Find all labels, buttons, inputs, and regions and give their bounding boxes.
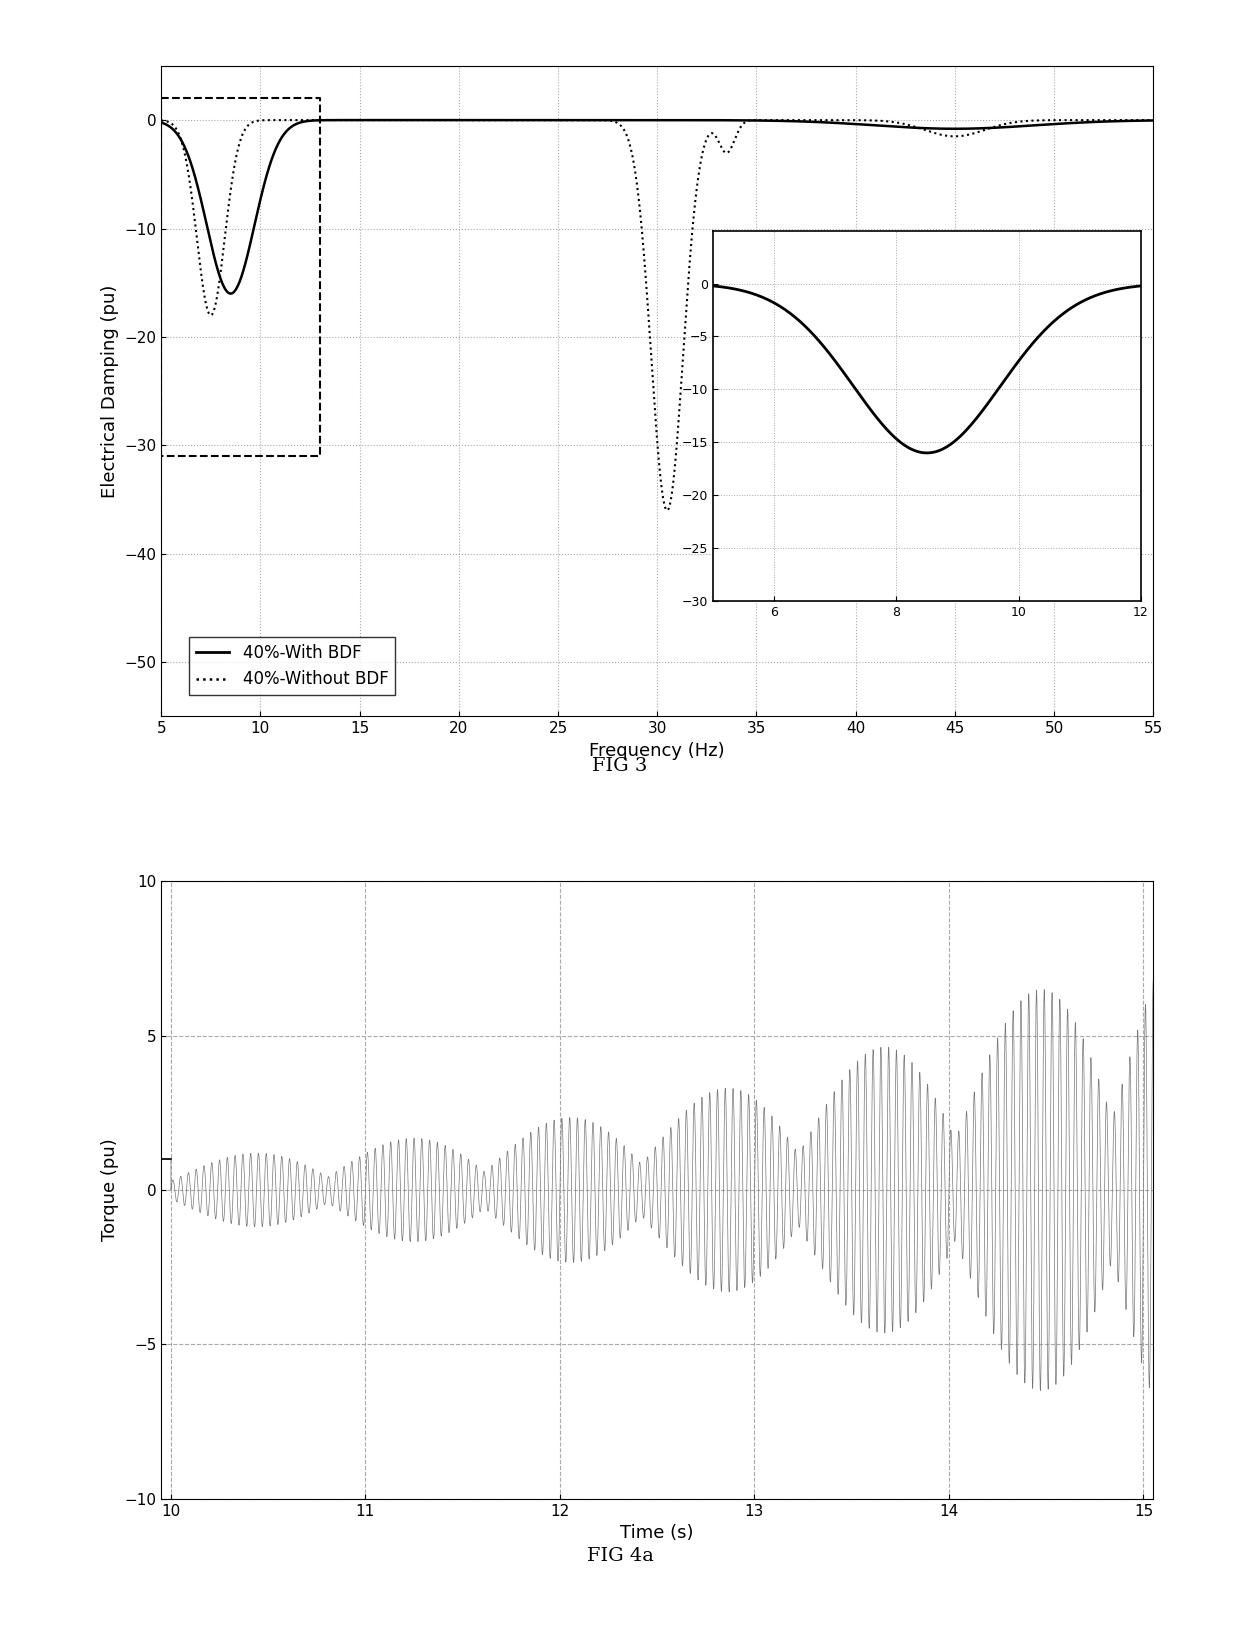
Text: FIG 3: FIG 3 <box>593 758 647 774</box>
Y-axis label: Electrical Damping (pu): Electrical Damping (pu) <box>100 285 119 497</box>
Text: FIG 4a: FIG 4a <box>587 1548 653 1565</box>
X-axis label: Frequency (Hz): Frequency (Hz) <box>589 741 725 759</box>
Legend: 40%-With BDF, 40%-Without BDF: 40%-With BDF, 40%-Without BDF <box>190 637 396 695</box>
Y-axis label: Torque (pu): Torque (pu) <box>100 1138 119 1242</box>
X-axis label: Time (s): Time (s) <box>620 1523 694 1542</box>
